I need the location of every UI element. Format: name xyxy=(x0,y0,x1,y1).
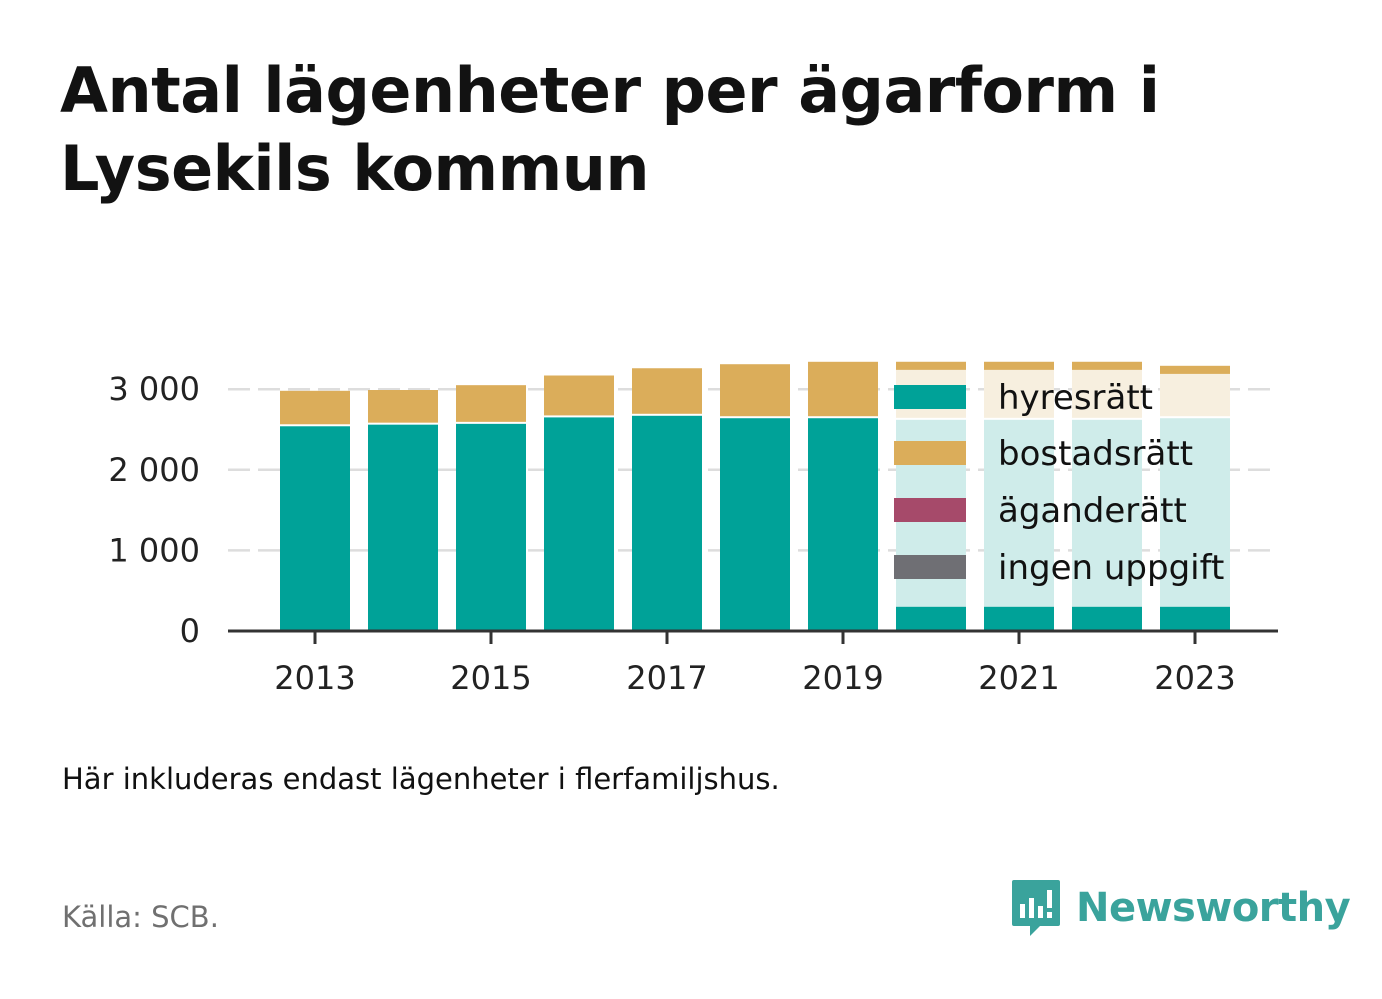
newsworthy-logo[interactable]: Newsworthy xyxy=(1010,878,1351,938)
legend-swatch xyxy=(894,441,966,465)
bar-hyresratt xyxy=(984,606,1054,631)
bar-bostadsratt xyxy=(720,364,790,417)
legend-label: bostadsrätt xyxy=(998,434,1193,474)
bar-hyresratt-faded xyxy=(1160,418,1230,631)
newsworthy-icon xyxy=(1012,880,1060,936)
x-tick-label: 2013 xyxy=(274,659,355,697)
x-tick-label: 2023 xyxy=(1154,659,1235,697)
x-axis-labels: 2013 2015 2017 2019 2021 2023 xyxy=(274,659,1235,697)
bar-bostadsratt xyxy=(544,375,614,416)
bar-hyresratt-faded xyxy=(984,419,1054,631)
y-axis-labels: 0 1 000 2 000 3 000 xyxy=(108,370,200,650)
x-tick-label: 2021 xyxy=(978,659,1059,697)
bar-bostadsratt xyxy=(984,361,1054,370)
chart-note: Här inkluderas endast lägenheter i flerf… xyxy=(62,762,780,796)
x-tick-label: 2015 xyxy=(450,659,531,697)
x-tick-label: 2019 xyxy=(802,659,883,697)
bar-hyresratt xyxy=(368,424,438,631)
legend: hyresrätt bostadsrätt äganderätt ingen uppg… xyxy=(894,378,1224,588)
bar-hyresratt xyxy=(456,423,526,631)
y-tick-label: 0 xyxy=(180,612,200,650)
bar-hyresratt xyxy=(1160,606,1230,631)
bar-hyresratt xyxy=(632,415,702,631)
legend-label: hyresrätt xyxy=(998,378,1153,418)
bar-bostadsratt xyxy=(1160,365,1230,374)
bar-hyresratt xyxy=(544,417,614,631)
bar-bostadsratt xyxy=(280,390,350,425)
x-axis xyxy=(228,629,1278,644)
bar-bostadsratt-faded xyxy=(984,361,1054,418)
bar-bostadsratt xyxy=(808,361,878,417)
bars xyxy=(280,361,1230,631)
x-tick-label: 2017 xyxy=(626,659,707,697)
bar-bostadsratt xyxy=(632,368,702,414)
bar-bostadsratt xyxy=(1072,361,1142,370)
bar-hyresratt-faded xyxy=(1072,419,1142,631)
source-label: Källa: SCB. xyxy=(62,900,219,934)
bar-bostadsratt xyxy=(368,390,438,423)
y-tick-label: 1 000 xyxy=(108,531,200,569)
bar-hyresratt xyxy=(896,606,966,631)
bar-hyresratt xyxy=(808,418,878,631)
legend-label: ingen uppgift xyxy=(998,548,1224,588)
legend-label: äganderätt xyxy=(998,491,1187,531)
bar-hyresratt xyxy=(280,426,350,631)
y-tick-label: 3 000 xyxy=(108,370,200,408)
chart-title: Antal lägenheter per ägarform i Lysekils… xyxy=(60,54,1160,205)
bar-bostadsratt xyxy=(456,385,526,422)
brand-name: Newsworthy xyxy=(1076,885,1351,931)
bar-bostadsratt-faded xyxy=(1160,365,1230,417)
bar-bostadsratt xyxy=(896,361,966,370)
y-tick-label: 2 000 xyxy=(108,451,200,489)
bar-hyresratt xyxy=(720,418,790,631)
bar-hyresratt xyxy=(1072,606,1142,631)
bar-bostadsratt-faded xyxy=(1072,361,1142,418)
legend-swatch xyxy=(894,555,966,579)
legend-swatch xyxy=(894,385,966,409)
legend-swatch xyxy=(894,498,966,522)
